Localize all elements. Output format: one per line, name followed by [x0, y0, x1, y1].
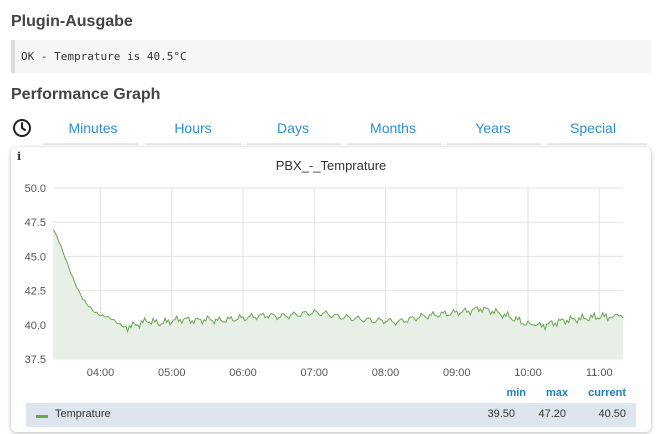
y-tick-label: 47.5: [25, 217, 46, 229]
series-area-temprature: [53, 229, 623, 359]
stat-min-value: 39.50: [487, 408, 515, 420]
series-line-temprature: [52, 229, 624, 334]
x-tick-label: 08:00: [372, 367, 400, 379]
performance-graph-title: Performance Graph: [11, 86, 161, 103]
timeframe-tabs: Minutes Hours Days Months Years Special: [0, 116, 661, 146]
tab-special[interactable]: Special: [570, 120, 616, 136]
info-icon[interactable]: i: [17, 150, 22, 163]
plugin-output-title: Plugin-Ausgabe: [11, 13, 133, 30]
stat-header-current: current: [588, 387, 626, 399]
performance-graph-panel: i PBX_-_Temprature 37.5 40.0 42.5 45.0 47.5 5…: [11, 147, 651, 432]
tab-underline: [145, 143, 241, 145]
stat-current-value: 40.50: [598, 408, 626, 420]
tab-underline: [547, 143, 647, 145]
tab-months[interactable]: Months: [370, 120, 416, 136]
tab-years[interactable]: Years: [475, 120, 511, 136]
plugin-output-text: OK - Temprature is 40.5°C: [11, 40, 651, 73]
x-tick-label: 06:00: [229, 367, 257, 379]
x-tick-label: 05:00: [158, 367, 186, 379]
stat-max-value: 47.20: [538, 408, 566, 420]
legend-series-name: Temprature: [55, 408, 111, 420]
y-tick-label: 37.5: [25, 354, 46, 366]
legend-row-temprature[interactable]: Temprature 39.50 47.20 40.50: [26, 403, 636, 427]
y-tick-label: 50.0: [25, 183, 46, 195]
y-tick-label: 45.0: [25, 251, 46, 263]
stat-header-max: max: [545, 387, 568, 399]
legend-swatch: [36, 415, 48, 418]
tab-underline: [347, 143, 441, 145]
chart-title: PBX_-_Temprature: [275, 158, 387, 173]
temperature-chart: 37.5 40.0 42.5 45.0 47.5 50.0 04:00 05:00 06:00 0…: [25, 183, 624, 379]
x-tick-label: 10:00: [514, 367, 542, 379]
tab-minutes[interactable]: Minutes: [68, 120, 118, 136]
x-tick-label: 11:00: [586, 367, 613, 379]
y-tick-label: 42.5: [25, 286, 46, 298]
clock-icon[interactable]: [12, 118, 32, 138]
x-tick-label: 07:00: [300, 367, 328, 379]
stat-header-min: min: [506, 387, 526, 399]
tab-underline: [447, 143, 541, 145]
tab-hours[interactable]: Hours: [174, 120, 212, 136]
y-tick-label: 40.0: [25, 320, 46, 332]
x-tick-label: 04:00: [87, 367, 115, 379]
tab-underline: [247, 143, 341, 145]
tab-underline: [43, 143, 139, 145]
tab-days[interactable]: Days: [277, 120, 309, 136]
x-tick-label: 09:00: [443, 367, 471, 379]
